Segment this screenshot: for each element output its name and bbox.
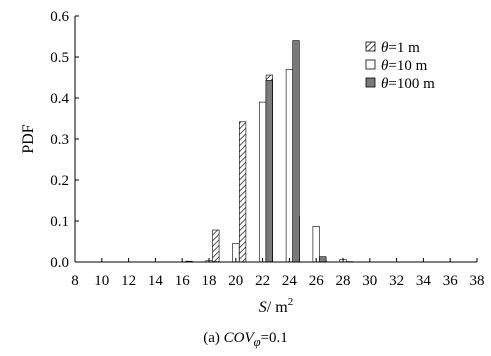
bar-white-24 xyxy=(285,69,294,263)
y-tick-label: 0.3 xyxy=(50,132,69,148)
pdf-bar-chart: 0.0 0.1 0.2 0.3 0.4 0.5 0.6 8 10 12 14 16 18 20 22 24 26… xyxy=(20,9,485,316)
caption-variable: COV xyxy=(223,330,254,346)
x-tick-label: 30 xyxy=(362,273,377,289)
y-axis-title: PDF xyxy=(20,124,37,153)
figure-caption: (a) COVφ=0.1 xyxy=(0,330,491,350)
bar-white-22 xyxy=(258,101,267,263)
legend-label: θ=100 m xyxy=(381,76,435,92)
bars-group xyxy=(185,40,354,263)
legend-label: θ=1 m xyxy=(381,40,420,56)
x-tick-label: 10 xyxy=(94,273,109,289)
bar-hatch-21 xyxy=(239,121,247,263)
x-tick-label: 26 xyxy=(309,273,325,289)
legend: θ=1 m θ=10 m θ=100 m xyxy=(365,40,435,92)
caption-prefix: (a) xyxy=(203,330,224,346)
x-tick-label: 36 xyxy=(443,273,459,289)
caption-subscript: φ xyxy=(253,335,261,349)
x-tick-label: 22 xyxy=(255,273,270,289)
legend-label: θ=10 m xyxy=(381,58,428,74)
x-tick-label: 14 xyxy=(148,273,164,289)
x-tick-label: 8 xyxy=(71,273,79,289)
bar-white-26 xyxy=(312,226,320,263)
y-tick-label: 0.5 xyxy=(50,50,69,66)
legend-swatch-gray xyxy=(365,77,376,88)
bar-hatch-19 xyxy=(212,229,220,263)
caption-suffix: =0.1 xyxy=(260,330,288,346)
x-tick-label: 28 xyxy=(336,273,351,289)
y-tick-label: 0.2 xyxy=(50,173,69,189)
bar-gray-26 xyxy=(319,256,327,263)
y-tick-label: 0.1 xyxy=(50,214,69,230)
y-tick-label: 0.4 xyxy=(50,91,69,107)
x-tick-label: 18 xyxy=(202,273,217,289)
x-axis-title: S/ m2 xyxy=(259,296,293,316)
x-tick-label: 12 xyxy=(121,273,136,289)
x-tick-label: 32 xyxy=(389,273,404,289)
x-tick-label: 16 xyxy=(175,273,191,289)
legend-swatch-hatch xyxy=(365,41,376,52)
y-tick-label: 0.6 xyxy=(50,9,69,25)
axes-group: 0.0 0.1 0.2 0.3 0.4 0.5 0.6 8 10 12 14 16 18 20 22 24 26… xyxy=(20,9,485,316)
legend-swatch-white xyxy=(365,59,376,70)
x-tick-label: 20 xyxy=(228,273,243,289)
y-tick-label: 0.0 xyxy=(50,255,69,271)
x-tick-label: 24 xyxy=(282,273,298,289)
bar-gray-22 xyxy=(265,80,273,263)
bar-gray-24 xyxy=(292,40,300,263)
x-tick-label: 34 xyxy=(416,273,432,289)
x-tick-label: 38 xyxy=(470,273,485,289)
